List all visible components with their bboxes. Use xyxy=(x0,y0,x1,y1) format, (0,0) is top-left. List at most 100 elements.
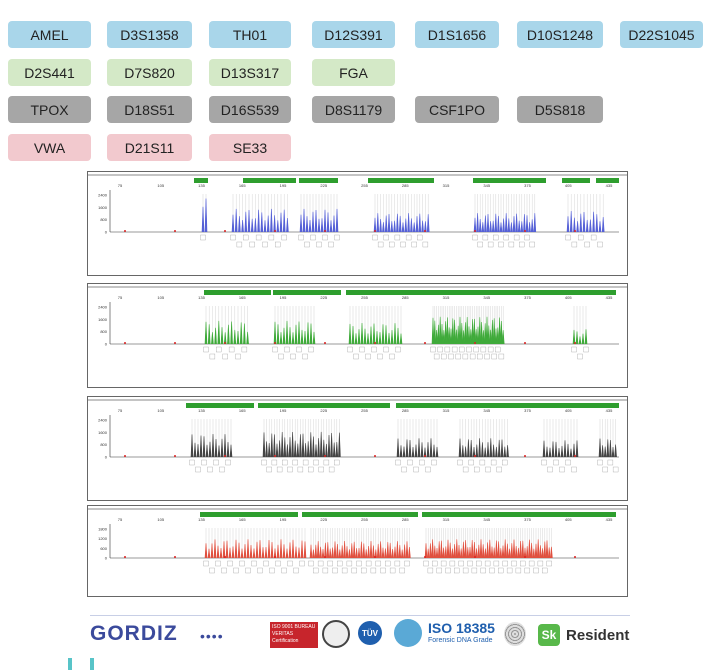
allele-peak xyxy=(393,220,396,233)
allele-peak xyxy=(360,541,363,559)
allele-peak xyxy=(282,544,286,559)
allele-peak xyxy=(239,322,243,345)
allele-peak xyxy=(545,446,549,458)
allele-peak xyxy=(437,541,441,559)
allele-peak xyxy=(492,547,496,559)
x-tick-label: 225 xyxy=(320,517,327,522)
skolkovo-icon: Sk xyxy=(538,624,560,646)
locus-marker-bar xyxy=(596,178,619,183)
allele-peak xyxy=(461,445,465,458)
locus-chip-d2s441: D2S441 xyxy=(8,59,91,86)
allele-peak xyxy=(601,445,604,458)
allele-peak xyxy=(223,434,227,458)
locus-marker-bar xyxy=(346,290,543,295)
allele-label-box xyxy=(389,241,395,248)
allele-label-box xyxy=(278,353,284,360)
allele-peak xyxy=(288,542,292,559)
locus-marker-bar xyxy=(273,290,341,295)
bureau-veritas-text: ISO 9001 BUREAU VERITAS Certification xyxy=(272,624,316,644)
allele-peak xyxy=(257,209,260,233)
allele-peak xyxy=(550,546,553,559)
x-tick-label: 165 xyxy=(239,295,246,300)
allele-peak xyxy=(462,330,465,345)
allele-label-box xyxy=(584,241,590,248)
allele-peak xyxy=(270,433,274,458)
allele-label-box xyxy=(284,346,290,353)
allele-peak xyxy=(261,547,265,559)
allele-label-box xyxy=(541,459,547,466)
electropherogram-green: 75 105 135 165 195 225 255 285 315 345 375 405 435 24… xyxy=(87,283,628,388)
allele-label-box xyxy=(293,567,299,574)
allele-peak xyxy=(396,541,399,559)
allele-label-box xyxy=(457,459,463,466)
x-tick-label: 405 xyxy=(565,408,572,413)
allele-peak xyxy=(293,440,297,458)
allele-peak xyxy=(312,436,315,458)
allele-peak xyxy=(273,215,276,233)
allele-peak xyxy=(494,213,498,233)
allele-label-box xyxy=(425,466,431,473)
allele-label-box xyxy=(546,560,552,567)
allele-peak xyxy=(214,439,218,458)
allele-peak xyxy=(294,546,298,559)
allele-label-box xyxy=(189,459,195,466)
allele-label-box xyxy=(474,466,480,473)
allele-label-box xyxy=(383,234,389,241)
allele-peak xyxy=(273,548,277,559)
allele-peak xyxy=(193,442,197,458)
allele-label-box xyxy=(498,567,504,574)
allele-peak xyxy=(299,214,303,233)
allele-peak xyxy=(491,220,495,233)
size-standard-dot xyxy=(324,342,326,344)
allele-peak xyxy=(448,542,452,559)
allele-peak xyxy=(569,211,573,233)
allele-peak xyxy=(541,548,544,559)
allele-peak xyxy=(525,546,529,559)
allele-peak xyxy=(433,320,437,345)
allele-peak xyxy=(360,322,364,345)
allele-peak xyxy=(464,446,467,458)
allele-peak xyxy=(431,317,435,345)
allele-peak xyxy=(276,324,280,345)
allele-label-box xyxy=(297,466,304,473)
x-tick-label: 435 xyxy=(606,517,613,522)
y-tick-label: 800 xyxy=(100,442,107,447)
allele-peak xyxy=(426,548,430,559)
x-tick-label: 75 xyxy=(118,183,123,188)
allele-label-box xyxy=(493,560,500,567)
allele-peak xyxy=(517,220,521,233)
allele-peak xyxy=(241,219,244,233)
allele-peak xyxy=(506,445,509,458)
electropherogram-blue: 75 105 135 165 195 225 255 285 315 345 375 405 435 24… xyxy=(87,171,628,276)
allele-label-box xyxy=(385,560,391,567)
allele-peak xyxy=(519,540,522,559)
allele-peak xyxy=(243,544,247,559)
size-standard-dot xyxy=(474,455,476,457)
allele-peak xyxy=(252,548,256,559)
allele-label-box xyxy=(597,241,603,248)
allele-peak xyxy=(286,218,289,233)
allele-peak xyxy=(366,333,370,345)
x-tick-label: 135 xyxy=(198,295,205,300)
allele-peak xyxy=(459,548,463,559)
allele-peak xyxy=(470,540,474,559)
allele-peak xyxy=(572,443,576,458)
allele-peak xyxy=(234,539,238,559)
allele-peak xyxy=(335,441,339,458)
allele-label-box xyxy=(537,560,544,567)
allele-label-box xyxy=(484,560,491,567)
allele-peak xyxy=(267,442,271,458)
allele-label-box xyxy=(370,567,377,574)
y-tick-label: 0 xyxy=(105,342,108,347)
allele-peak xyxy=(219,548,223,559)
x-tick-label: 285 xyxy=(402,295,409,300)
allele-peak xyxy=(213,539,217,559)
allele-label-box xyxy=(328,241,334,248)
locus-chip-d3s1358: D3S1358 xyxy=(107,21,192,48)
allele-label-box xyxy=(227,560,233,567)
allele-label-box xyxy=(503,234,509,241)
allele-peak xyxy=(258,540,262,559)
allele-peak xyxy=(260,212,264,233)
allele-label-box xyxy=(400,241,406,248)
allele-peak xyxy=(379,219,382,233)
